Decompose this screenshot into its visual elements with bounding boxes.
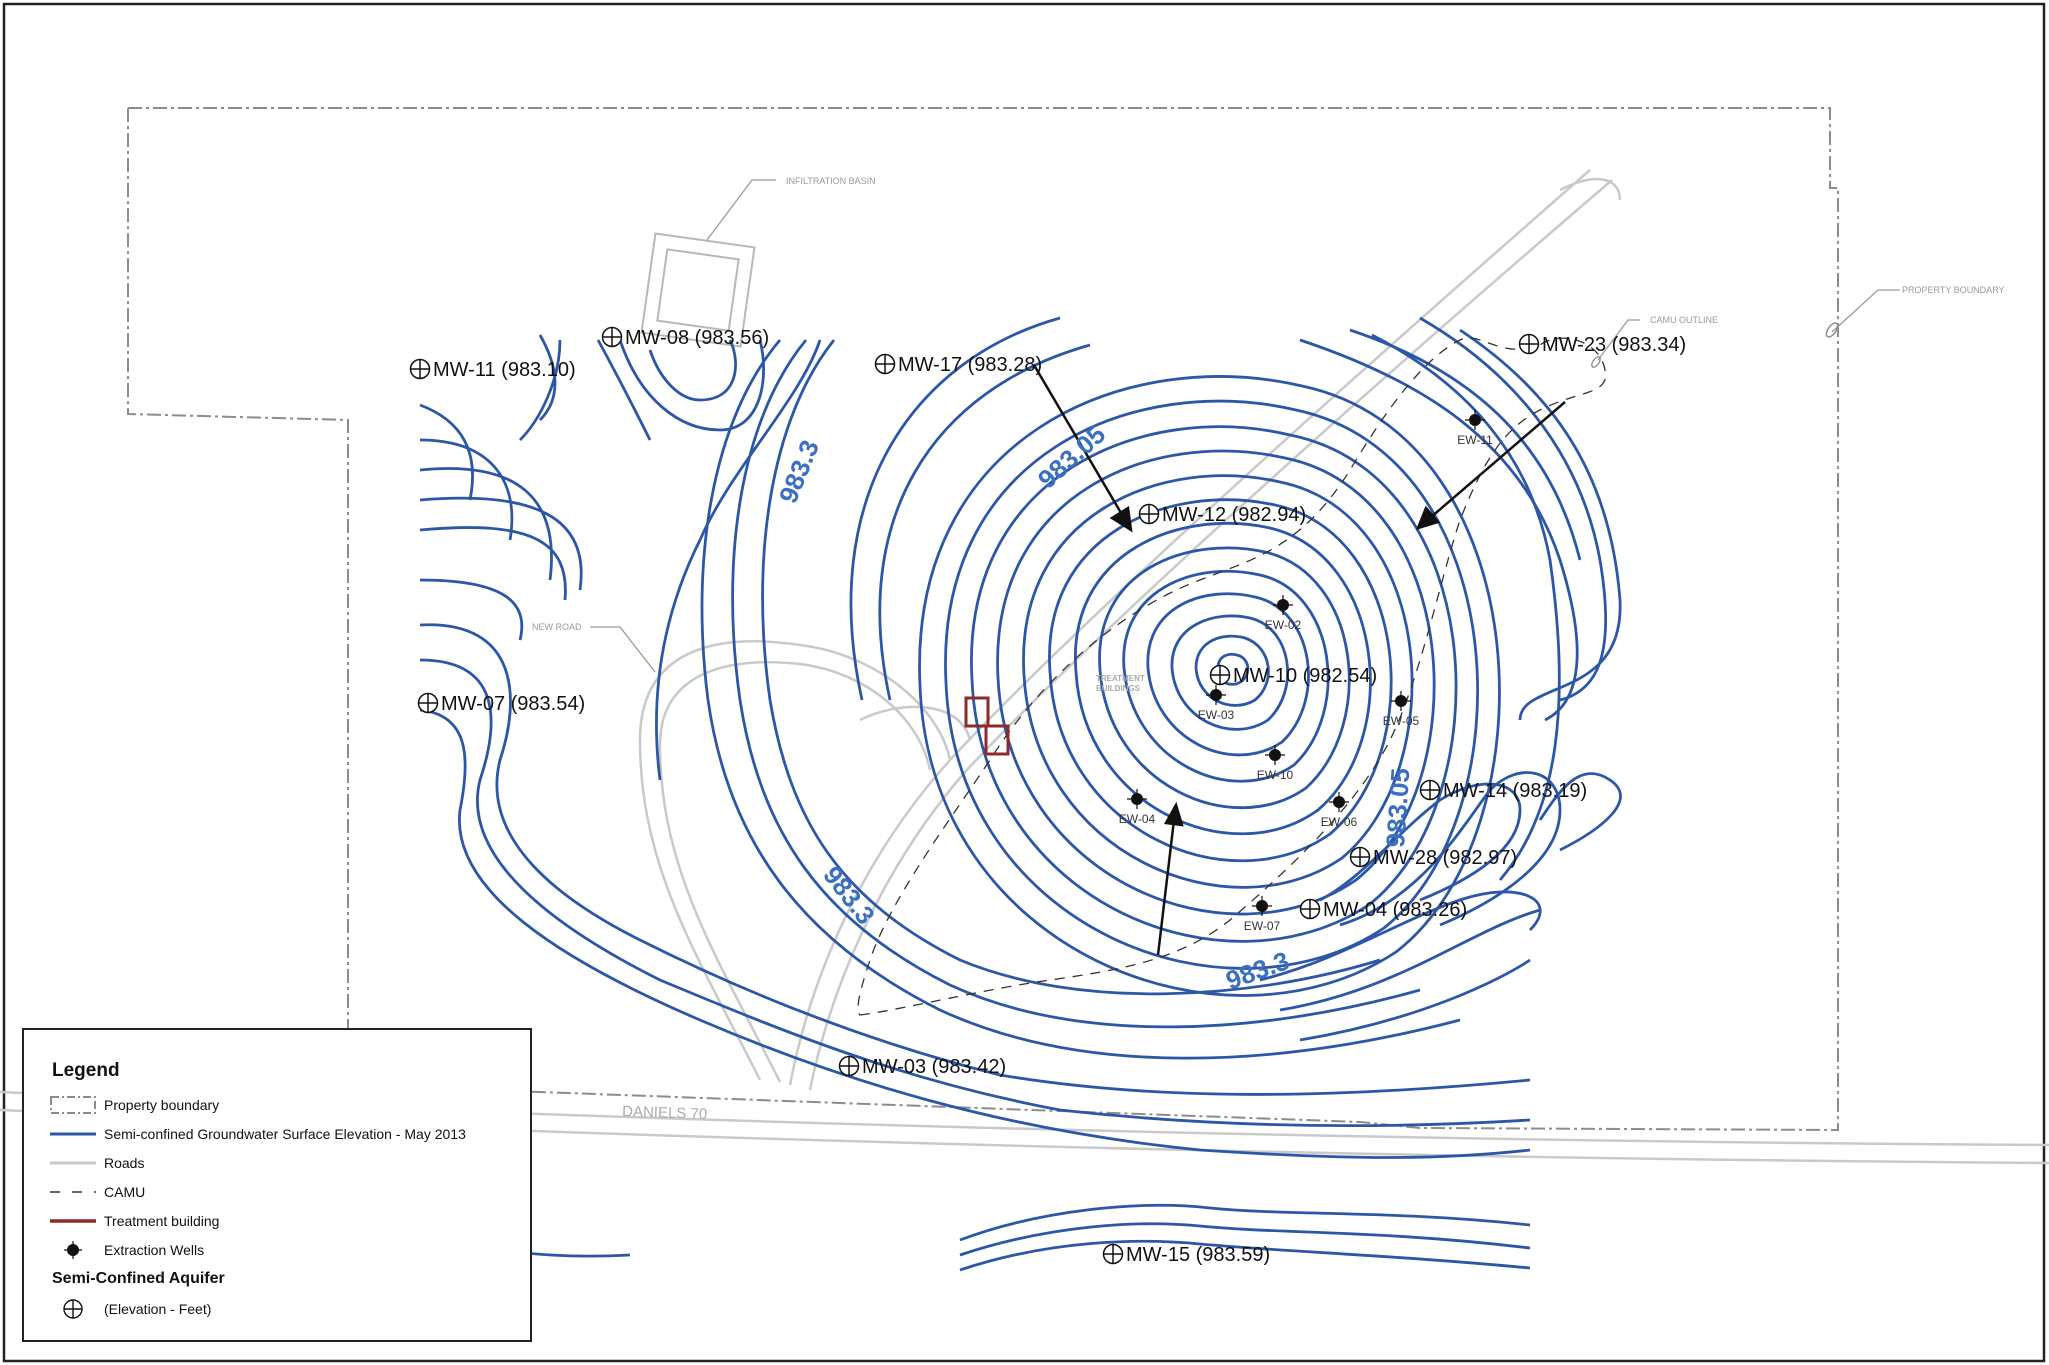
legend-title: Legend	[52, 1060, 120, 1081]
legend-subheading: Semi-Confined Aquifer	[52, 1270, 225, 1287]
legend: Legend Property boundary Semi-confined G…	[22, 1028, 532, 1342]
legend-item-roads: Roads	[48, 1151, 144, 1175]
extraction-well-label: EW-11	[1457, 433, 1493, 447]
legend-label: CAMU	[104, 1184, 146, 1200]
legend-item-camu: CAMU	[48, 1180, 145, 1204]
extraction-well-icon	[48, 1238, 98, 1262]
monitoring-well-marker: MW-11 (983.10)	[409, 358, 576, 381]
monitoring-well-label: MW-10 (982.54)	[1233, 665, 1377, 687]
monitoring-well-label: MW-03 (983.42)	[862, 1056, 1006, 1078]
extraction-well-label: EW-07	[1244, 919, 1281, 933]
property-boundary	[127, 107, 1839, 1132]
extraction-well-marker: EW-11	[1457, 410, 1493, 447]
extraction-well-icon	[1131, 793, 1143, 805]
monitoring-well-label: MW-11 (983.10)	[433, 359, 576, 381]
monitoring-wells: MW-08 (983.56) MW-11 (983.10) MW-17 (983.2…	[409, 326, 1686, 1266]
extraction-well-label: EW-06	[1321, 815, 1358, 829]
new-road-label: NEW ROAD	[532, 622, 582, 632]
treatment-swatch	[48, 1209, 98, 1233]
monitoring-well-label: MW-08 (983.56)	[625, 327, 769, 349]
road-name-label: DANIELS 70	[622, 1103, 708, 1123]
extraction-well-label: EW-02	[1265, 618, 1302, 632]
extraction-well-icon	[1333, 796, 1345, 808]
contour-swatch	[48, 1122, 98, 1146]
leader-lines	[590, 179, 1900, 673]
camu-swatch	[48, 1180, 98, 1204]
legend-label: Roads	[104, 1155, 145, 1171]
monitoring-well-marker: MW-23 (983.34)	[1518, 333, 1686, 356]
road-swatch	[48, 1151, 98, 1175]
legend-label: Extraction Wells	[104, 1242, 205, 1258]
monitoring-well-label: MW-12 (982.94)	[1162, 504, 1306, 526]
extraction-well-marker: EW-02	[1265, 595, 1302, 632]
property-boundary-swatch	[48, 1093, 98, 1117]
monitoring-well-marker: MW-10 (982.54)	[1209, 664, 1377, 687]
monitoring-well-marker: MW-28 (982.97)	[1349, 846, 1517, 869]
extraction-wells: EW-11 EW-02 EW-03 EW-05 EW-10 EW-04 EW-06 EW-07	[1119, 410, 1493, 933]
property-boundary-marker	[1825, 322, 1839, 338]
camu-outline-label: CAMU OUTLINE	[1650, 315, 1718, 325]
legend-label: Property boundary	[104, 1097, 220, 1113]
legend-item-property-boundary: Property boundary	[48, 1093, 219, 1117]
legend-label: Treatment building	[104, 1213, 220, 1229]
monitoring-well-marker: MW-12 (982.94)	[1138, 503, 1306, 526]
legend-label: Semi-confined Groundwater Surface Elevat…	[104, 1126, 466, 1142]
monitoring-well-label: MW-17 (983.28)	[898, 354, 1042, 376]
flow-arrows	[1032, 364, 1566, 956]
property-boundary-label: PROPERTY BOUNDARY	[1902, 285, 2005, 295]
treatment-buildings-label: TREATMENT	[1096, 674, 1145, 683]
extraction-well-icon	[1269, 749, 1281, 761]
legend-item-monitoring-wells: (Elevation - Feet)	[48, 1297, 211, 1321]
legend-item-contour: Semi-confined Groundwater Surface Elevat…	[48, 1122, 466, 1146]
legend-label: (Elevation - Feet)	[104, 1301, 212, 1317]
extraction-well-label: EW-03	[1198, 708, 1235, 722]
monitoring-well-marker: MW-14 (983.19)	[1419, 779, 1587, 802]
monitoring-well-marker: MW-04 (983.26)	[1299, 898, 1467, 921]
extraction-well-icon	[1210, 689, 1222, 701]
infiltration-basin-label: INFILTRATION BASIN	[786, 176, 876, 186]
extraction-well-label: EW-05	[1383, 714, 1420, 728]
extraction-well-marker: EW-10	[1257, 745, 1294, 782]
legend-item-extraction-wells: Extraction Wells	[48, 1238, 204, 1262]
monitoring-well-label: MW-28 (982.97)	[1373, 847, 1517, 869]
treatment-buildings-label-2: BUILDINGS	[1096, 684, 1141, 693]
monitoring-well-marker: MW-08 (983.56)	[601, 326, 769, 349]
extraction-well-label: EW-10	[1257, 768, 1294, 782]
monitoring-well-marker: MW-15 (983.59)	[1102, 1243, 1270, 1266]
monitoring-well-marker: MW-17 (983.28)	[874, 353, 1042, 376]
monitoring-well-marker: MW-07 (983.54)	[417, 692, 585, 715]
extraction-well-icon	[1469, 414, 1481, 426]
legend-item-treatment: Treatment building	[48, 1209, 219, 1233]
monitoring-well-marker: MW-03 (983.42)	[838, 1055, 1006, 1078]
extraction-well-label: EW-04	[1119, 812, 1156, 826]
monitoring-well-label: MW-04 (983.26)	[1323, 899, 1467, 921]
extraction-well-marker: EW-05	[1383, 691, 1420, 728]
monitoring-well-label: MW-14 (983.19)	[1443, 780, 1587, 802]
monitoring-well-icon	[48, 1297, 98, 1321]
groundwater-contours	[419, 316, 1622, 1272]
extraction-well-marker: EW-04	[1119, 789, 1156, 826]
extraction-well-marker: EW-03	[1198, 685, 1235, 722]
extraction-well-icon	[1256, 900, 1268, 912]
extraction-well-icon	[1277, 599, 1289, 611]
extraction-well-marker: EW-06	[1321, 792, 1358, 829]
monitoring-well-label: MW-07 (983.54)	[441, 693, 585, 715]
monitoring-well-label: MW-23 (983.34)	[1542, 334, 1686, 356]
infiltration-basin	[640, 232, 756, 348]
extraction-well-icon	[1395, 695, 1407, 707]
camu-marker	[1591, 356, 1601, 368]
monitoring-well-label: MW-15 (983.59)	[1126, 1244, 1270, 1266]
treatment-building	[964, 696, 1010, 756]
contour-label: 983.05	[1380, 767, 1415, 848]
extraction-well-marker: EW-07	[1244, 896, 1281, 933]
